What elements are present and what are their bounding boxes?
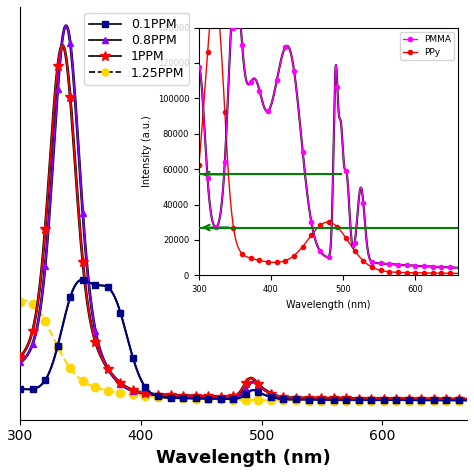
X-axis label: Wavelength (nm): Wavelength (nm) — [156, 449, 331, 467]
Legend: 0.1PPM, 0.8PPM, 1PPM, 1.25PPM: 0.1PPM, 0.8PPM, 1PPM, 1.25PPM — [84, 13, 189, 84]
